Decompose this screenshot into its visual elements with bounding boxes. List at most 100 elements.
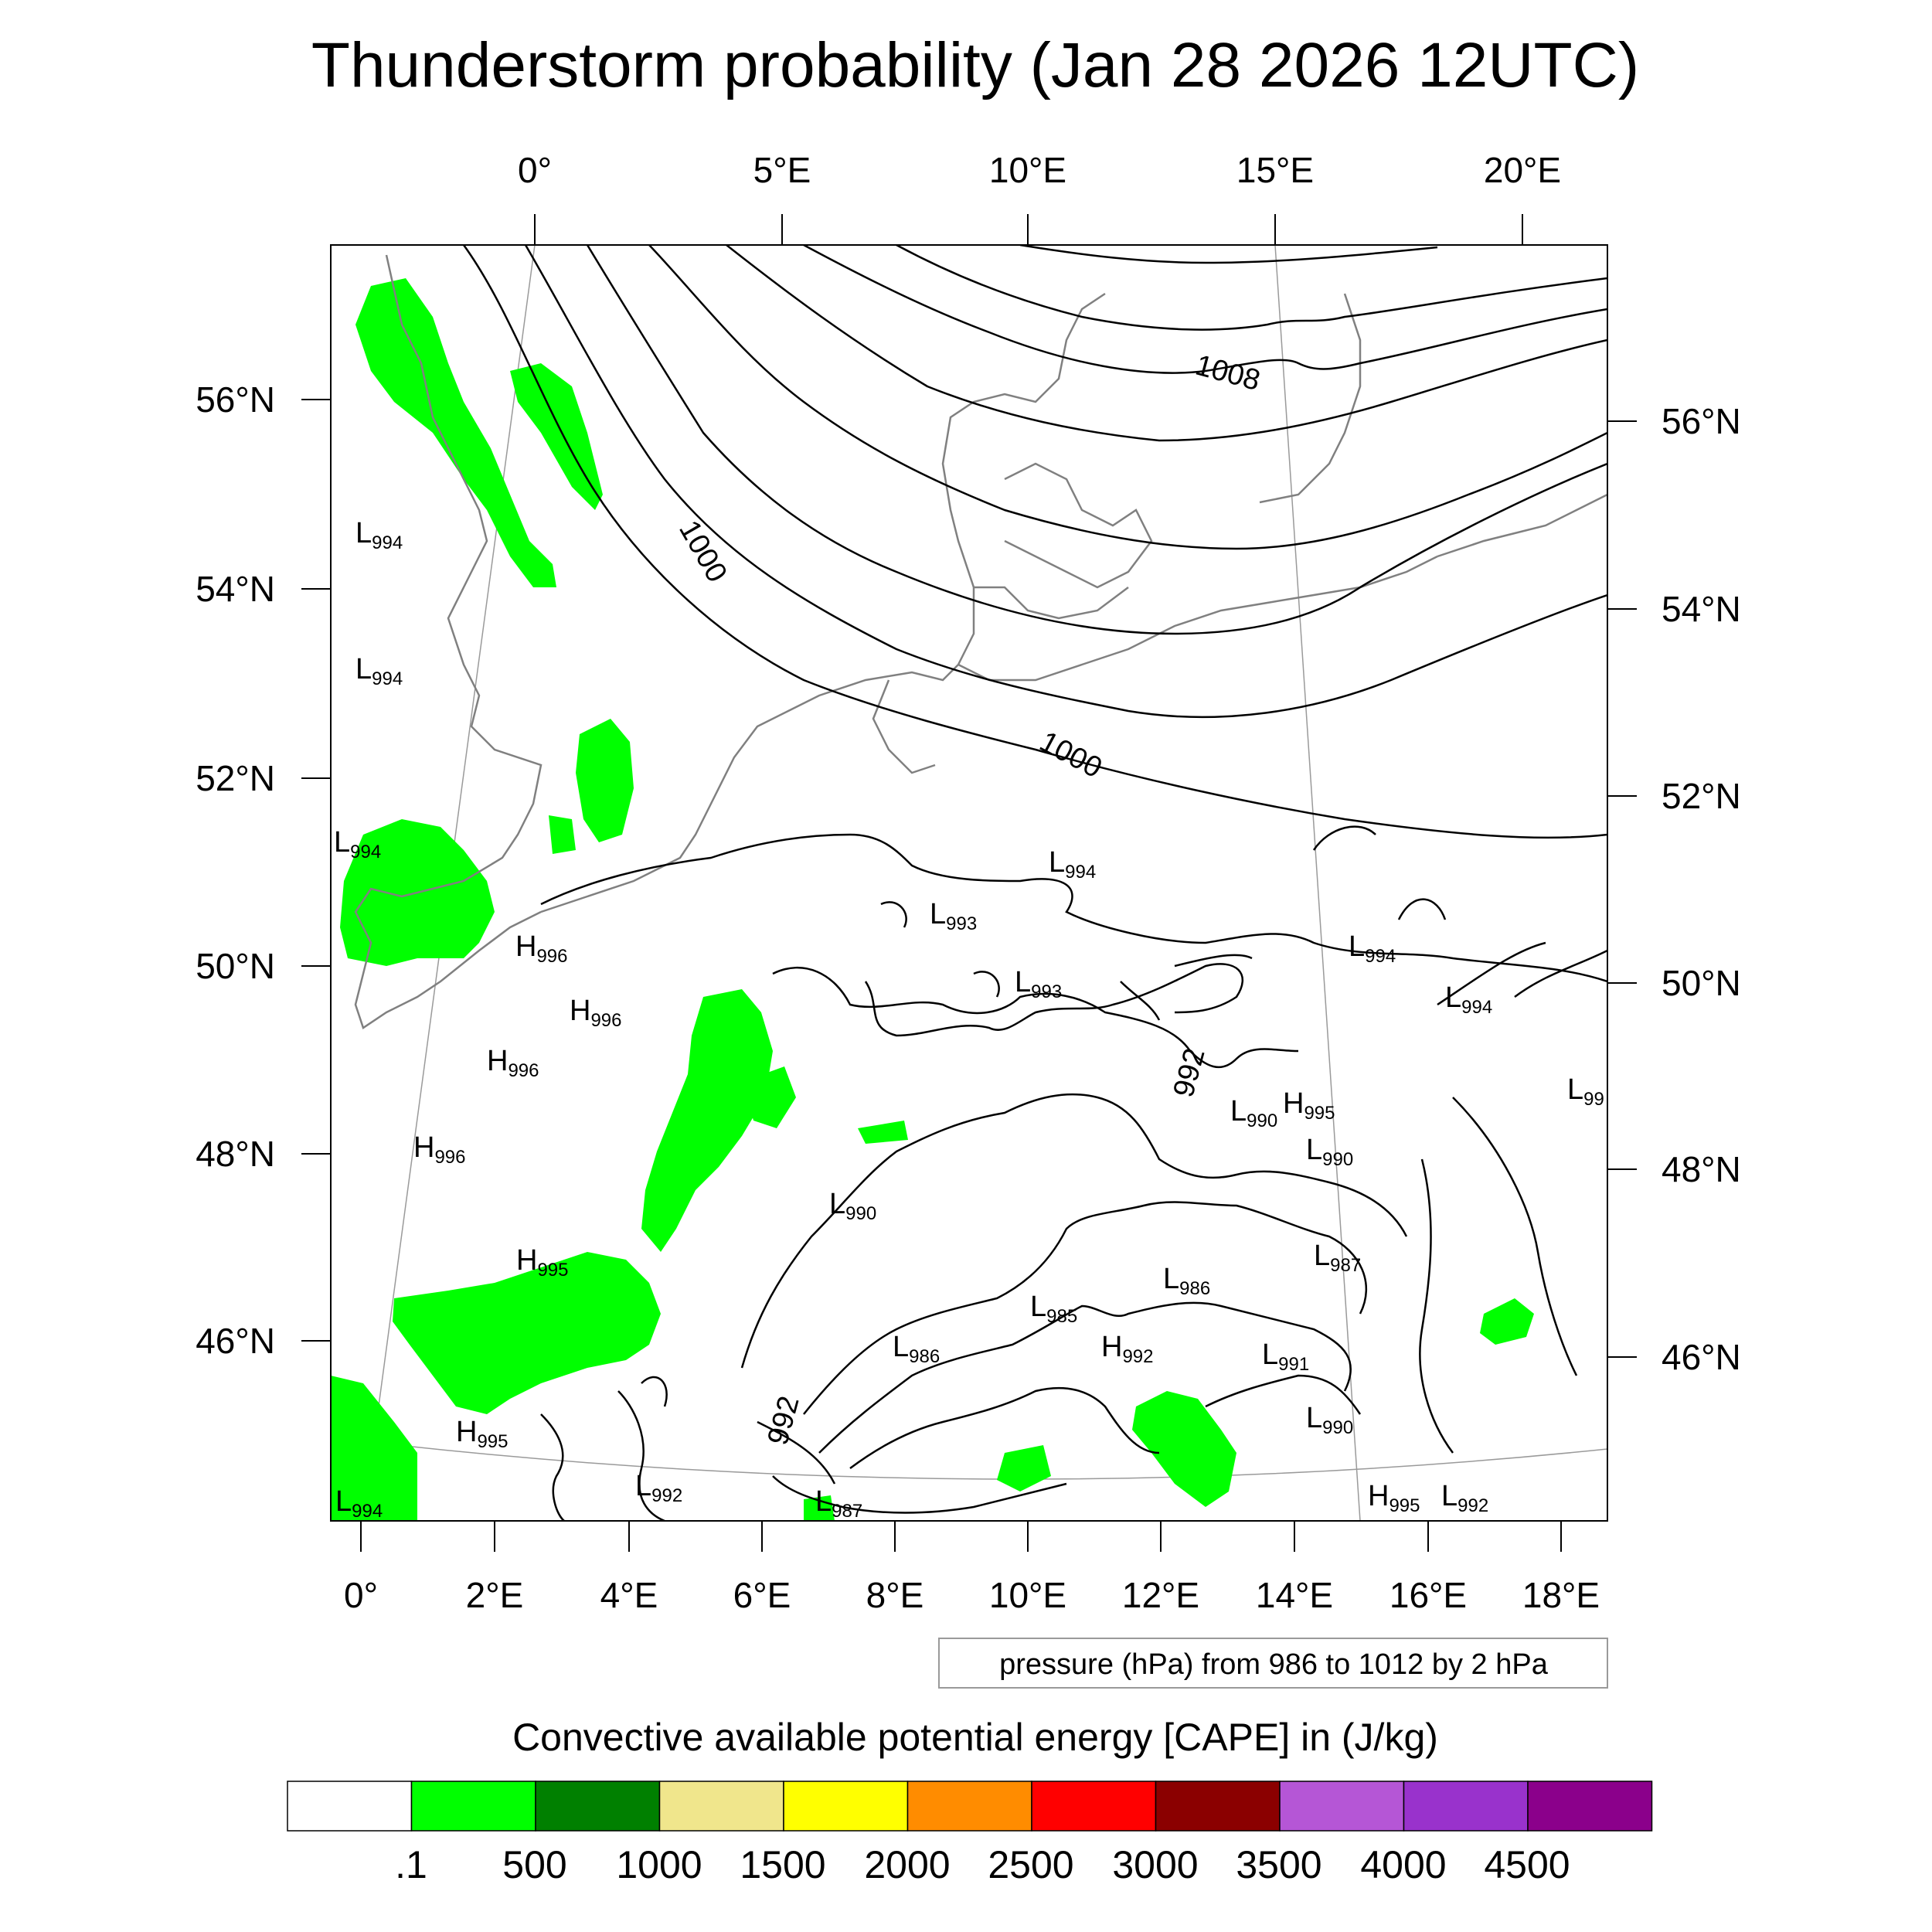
right-latitude-axis (1607, 420, 1637, 1358)
pressure-center: H996 (570, 995, 622, 1031)
isobar-label: 992 (762, 1393, 806, 1448)
right-lat-label: 46°N (1662, 1337, 1741, 1377)
right-lat-label: 56°N (1662, 401, 1741, 441)
colorbar-label: 500 (502, 1843, 566, 1886)
top-lon-label: 5°E (753, 150, 811, 190)
pressure-center: L987 (1314, 1240, 1361, 1276)
coastlines (354, 254, 1607, 1029)
colorbar-labels: .1 500 1000 1500 2000 2500 3000 3500 400… (395, 1843, 1570, 1886)
isobar-label: 1000 (1034, 726, 1107, 785)
right-lat-label: 54°N (1662, 589, 1741, 629)
colorbar-label: 3500 (1236, 1843, 1321, 1886)
pressure-center: L993 (1015, 966, 1062, 1002)
pressure-center: L994 (335, 1485, 383, 1522)
colorbar-label: .1 (395, 1843, 427, 1886)
pressure-center: L990 (1230, 1095, 1277, 1131)
pressure-center: H995 (516, 1244, 569, 1281)
colorbar-title: Convective available potential energy [C… (512, 1716, 1438, 1759)
colorbar-label: 2500 (988, 1843, 1073, 1886)
bottom-lon-label: 4°E (600, 1575, 658, 1615)
pressure-center: L994 (334, 826, 381, 862)
colorbar (287, 1781, 1653, 1832)
colorbar-label: 4000 (1360, 1843, 1446, 1886)
right-lat-label: 48°N (1662, 1149, 1741, 1189)
colorbar-swatch (287, 1781, 413, 1832)
colorbar-swatch (1031, 1781, 1157, 1832)
colorbar-swatch (1155, 1781, 1281, 1832)
pressure-center: H995 (1283, 1087, 1335, 1124)
pressure-center: L992 (635, 1470, 682, 1506)
pressure-center: L994 (1445, 981, 1492, 1018)
isobar-label: 992 (1168, 1045, 1212, 1100)
bottom-lon-label: 12°E (1122, 1575, 1199, 1615)
left-lat-label: 52°N (196, 758, 275, 798)
colorbar-swatch (535, 1781, 661, 1832)
pressure-center: L994 (355, 653, 403, 689)
bottom-lon-label: 2°E (466, 1575, 524, 1615)
left-lat-label: 50°N (196, 946, 275, 986)
right-lat-label: 50°N (1662, 963, 1741, 1003)
colorbar-swatch (658, 1781, 784, 1832)
pressure-center: L992 (1441, 1480, 1488, 1516)
pressure-center: L985 (1030, 1291, 1077, 1327)
pressure-note-box (938, 1638, 1608, 1689)
colorbar-label: 4500 (1484, 1843, 1570, 1886)
pressure-center: L993 (930, 898, 977, 934)
colorbar-swatch (1527, 1781, 1653, 1832)
map-frame (330, 244, 1608, 1522)
pressure-center: L990 (829, 1188, 876, 1224)
bottom-lon-label: 18°E (1522, 1575, 1600, 1615)
pressure-center: L990 (1306, 1134, 1353, 1170)
pressure-center: L99 (1567, 1073, 1604, 1110)
pressure-center: H995 (1368, 1480, 1420, 1516)
cape-shading (331, 278, 1534, 1521)
top-lon-label: 0° (518, 150, 552, 190)
pressure-center: L990 (1306, 1402, 1353, 1438)
bottom-lon-label: 6°E (733, 1575, 791, 1615)
pressure-center: L986 (893, 1331, 940, 1367)
left-lat-label: 56°N (196, 379, 275, 420)
bottom-lon-label: 0° (344, 1575, 378, 1615)
colorbar-swatch (1279, 1781, 1405, 1832)
pressure-center: L994 (355, 517, 403, 553)
pressure-center: L991 (1262, 1338, 1309, 1375)
colorbar-label: 1500 (740, 1843, 825, 1886)
top-lon-label: 15°E (1236, 150, 1314, 190)
right-lat-label: 52°N (1662, 776, 1741, 816)
pressure-center: H995 (456, 1416, 509, 1452)
top-longitude-axis (534, 214, 1523, 245)
top-lon-label: 20°E (1484, 150, 1561, 190)
colorbar-swatch (906, 1781, 1032, 1832)
pressure-center: H996 (515, 930, 568, 967)
pressure-center: H996 (487, 1045, 539, 1081)
pressure-centers: L994 L994 L994 L994 L993 L993 L994 L994 … (334, 517, 1604, 1522)
colorbar-swatch (783, 1781, 909, 1832)
bottom-lon-label: 16°E (1389, 1575, 1467, 1615)
pressure-note: pressure (hPa) from 986 to 1012 by 2 hPa (999, 1648, 1549, 1681)
colorbar-label: 3000 (1112, 1843, 1198, 1886)
pressure-center: H992 (1101, 1331, 1154, 1367)
isobar-label: 1008 (1192, 349, 1264, 397)
pressure-center: L994 (1349, 930, 1396, 967)
left-lat-label: 48°N (196, 1134, 275, 1174)
colorbar-swatch (410, 1781, 536, 1832)
bottom-lon-label: 10°E (989, 1575, 1066, 1615)
bottom-longitude-axis (360, 1521, 1562, 1552)
colorbar-label: 2000 (864, 1843, 950, 1886)
pressure-center: L986 (1163, 1263, 1210, 1299)
map-title: Thunderstorm probability (Jan 28 2026 12… (311, 30, 1639, 100)
colorbar-label: 1000 (616, 1843, 702, 1886)
left-lat-label: 54°N (196, 569, 275, 609)
left-latitude-axis (301, 399, 331, 1342)
pressure-center: L994 (1049, 846, 1096, 883)
bottom-lon-label: 8°E (866, 1575, 924, 1615)
isobars (462, 245, 1607, 1521)
colorbar-swatch (1403, 1781, 1529, 1832)
pressure-center: L987 (815, 1485, 862, 1522)
bottom-lon-label: 14°E (1256, 1575, 1333, 1615)
top-lon-label: 10°E (989, 150, 1066, 190)
pressure-center: H996 (413, 1131, 466, 1168)
left-lat-label: 46°N (196, 1321, 275, 1361)
map-panel: 1000 1000 1008 992 992 L994 L994 L994 L9… (331, 245, 1607, 1522)
